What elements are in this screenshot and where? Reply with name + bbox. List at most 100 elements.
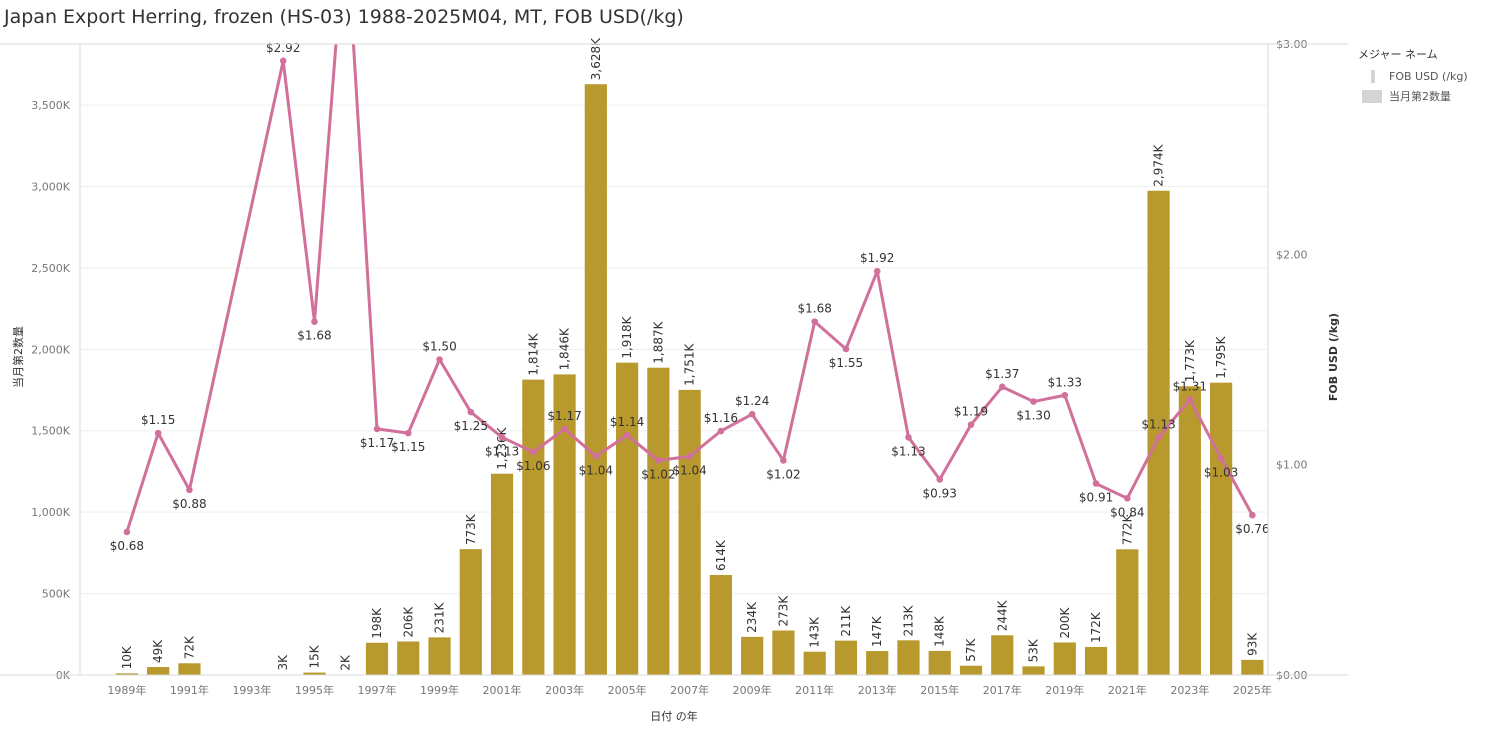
gridlines <box>80 104 1268 595</box>
line-point <box>154 429 162 437</box>
bar <box>1147 190 1170 675</box>
line-data-label: $0.68 <box>110 539 144 553</box>
bar <box>1210 382 1233 675</box>
bar-data-label: 53K <box>1027 638 1041 662</box>
y-tick-label: 3,500K <box>31 99 70 112</box>
line-data-label: $1.04 <box>579 463 613 477</box>
legend-bar-swatch <box>1362 89 1382 103</box>
x-axis-title: 日付 の年 <box>650 709 698 723</box>
x-tick-label: 2011年 <box>795 683 834 697</box>
line-data-label: $1.14 <box>610 415 644 429</box>
line-point <box>123 528 131 536</box>
legend-item-fob[interactable]: FOB USD (/kg) <box>1358 68 1468 84</box>
line-data-label: $1.37 <box>985 367 1019 381</box>
bar-data-label: 1,795K <box>1214 335 1228 378</box>
line-point <box>436 356 443 363</box>
x-tick-label: 1993年 <box>232 683 271 697</box>
line-data-label: $1.92 <box>860 251 894 265</box>
line-point <box>623 431 631 439</box>
line-point <box>1249 511 1256 519</box>
bar <box>834 640 858 675</box>
bar-data-label: 3K <box>276 654 290 671</box>
x-tick-label: 2015年 <box>920 683 959 697</box>
line-point <box>873 267 881 275</box>
bar <box>616 362 639 675</box>
x-tick-label: 1997年 <box>358 683 397 697</box>
bar-data-label: 234K <box>745 601 759 633</box>
bar-data-label: 773K <box>464 513 478 545</box>
bar-data-label: 49K <box>151 639 165 663</box>
bar-data-label: 772K <box>1120 513 1134 545</box>
x-tick-label: 2017年 <box>983 683 1022 697</box>
bar <box>803 651 826 675</box>
line-data-label: $1.31 <box>1173 379 1207 393</box>
bar <box>1022 666 1045 675</box>
bar-data-label: 273K <box>776 595 790 627</box>
line-data-label: $1.15 <box>391 440 425 454</box>
chart-title: Japan Export Herring, frozen (HS-03) 198… <box>4 6 684 28</box>
line-point <box>279 57 287 65</box>
bar <box>709 575 732 675</box>
bar-data-label: 72K <box>182 635 196 659</box>
line-data-label: $1.33 <box>1048 375 1082 389</box>
line-point <box>1092 480 1100 487</box>
line-data-label: $1.17 <box>360 436 394 450</box>
line-point <box>498 434 506 441</box>
y2-tick-label: $2.00 <box>1276 248 1308 261</box>
bar-data-label: 206K <box>401 606 415 638</box>
line-point <box>842 345 850 353</box>
line-point <box>1186 396 1194 403</box>
line-data-label: $1.24 <box>735 394 769 408</box>
line-data-label: $0.76 <box>1235 522 1269 536</box>
line-point <box>467 408 475 416</box>
line-data-label: $2.92 <box>266 41 300 55</box>
legend-label-fob: FOB USD (/kg) <box>1389 69 1468 83</box>
line-data-label: $1.55 <box>829 356 863 370</box>
x-tick-label: 1991年 <box>170 683 209 697</box>
line-point <box>655 457 662 464</box>
bar-data-label: 231K <box>433 601 447 633</box>
axes: 0K500K1,000K1,500K2,000K2,500K3,000K3,50… <box>0 38 1348 697</box>
line-labels: $0.68$1.15$0.88$2.92$1.68$1.17$1.15$1.50… <box>110 41 1270 553</box>
bar-data-label: 1,887K <box>651 320 665 363</box>
x-tick-label: 2007年 <box>670 683 709 697</box>
bar-data-label: 172K <box>1089 611 1103 643</box>
y-tick-label: 1,000K <box>31 506 70 519</box>
line-point <box>998 383 1006 391</box>
legend-line-swatch <box>1371 69 1375 83</box>
bar <box>428 637 451 675</box>
line-point <box>311 318 318 325</box>
bar <box>1178 386 1201 675</box>
line-data-label: $0.91 <box>1079 491 1113 505</box>
bar-data-label: 1,236K <box>495 426 509 469</box>
bar-data-label: 1,918K <box>620 315 634 358</box>
y-axis-title: 当月第2数量 <box>11 326 25 388</box>
bar-data-label: 10K <box>120 645 134 669</box>
x-tick-label: 2005年 <box>608 683 647 697</box>
bar <box>147 667 170 675</box>
bar <box>991 635 1014 675</box>
line-data-label: $1.17 <box>547 409 581 423</box>
bar-data-label: 1,814K <box>526 332 540 375</box>
bar-data-label: 143K <box>808 616 822 648</box>
line-point <box>686 452 693 460</box>
bar <box>490 473 514 675</box>
line-data-label: $1.02 <box>641 467 675 481</box>
bar-data-label: 2,974K <box>1152 143 1166 186</box>
bar-data-label: 211K <box>839 605 853 637</box>
line-point <box>1217 455 1225 462</box>
bar-data-label: 2K <box>339 654 353 671</box>
line-point <box>1124 495 1131 502</box>
line-point <box>186 486 193 494</box>
line-point <box>404 429 412 437</box>
line-data-label: $1.68 <box>798 302 832 316</box>
y-tick-label: 2,000K <box>31 343 70 356</box>
x-tick-label: 2001年 <box>483 683 522 697</box>
x-tick-label: 2013年 <box>858 683 897 697</box>
bar-data-label: 15K <box>307 644 321 668</box>
x-tick-label: 2021年 <box>1108 683 1147 697</box>
legend-item-quantity[interactable]: 当月第2数量 <box>1358 88 1468 104</box>
y2-axis-title: FOB USD (/kg) <box>1327 313 1340 401</box>
legend: メジャー ネーム FOB USD (/kg) 当月第2数量 <box>1358 46 1468 108</box>
bar <box>1084 646 1108 675</box>
